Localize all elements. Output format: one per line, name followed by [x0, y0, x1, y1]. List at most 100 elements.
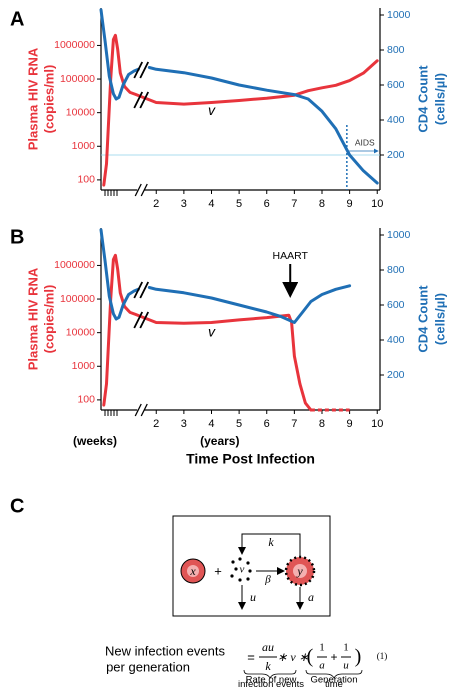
x-tick-label: 10: [371, 198, 383, 210]
y-tick-label: 10000: [66, 106, 95, 118]
y2-tick-label: 400: [387, 114, 405, 126]
denominator: k: [265, 659, 271, 673]
x-tick-label: 6: [264, 418, 270, 430]
y2-tick-label: 1000: [387, 229, 411, 241]
equation-lhs: New infection events: [105, 643, 225, 658]
curve-break: [139, 61, 150, 79]
x-tick-label: 4: [208, 418, 214, 430]
feedback-arrow: [238, 533, 301, 556]
cell-label: x: [189, 564, 196, 578]
data-line: [99, 228, 352, 324]
denominator: a: [319, 660, 325, 672]
cell-core: [293, 564, 307, 578]
virions: [230, 557, 252, 582]
x-tick-label: 8: [319, 418, 325, 430]
brace: [305, 669, 363, 679]
y-axis-title: Plasma HIV RNA: [25, 267, 40, 370]
curve-break: [133, 91, 144, 109]
equation-lhs: per generation: [106, 659, 190, 674]
data-line: [102, 33, 379, 187]
equals: =: [247, 649, 255, 664]
x-tick-label: 3: [181, 198, 187, 210]
x-unit-label: (weeks): [73, 434, 117, 448]
x-tick-label: 9: [347, 198, 353, 210]
rate-label: k: [268, 535, 274, 549]
y-axis-title: Plasma HIV RNA: [25, 47, 40, 150]
y2-tick-label: 800: [387, 264, 405, 276]
cell-label: y: [296, 564, 303, 578]
y2-tick-label: 600: [387, 299, 405, 311]
x-tick-label: 2: [153, 418, 159, 430]
curve-label: v: [208, 323, 216, 339]
y2-axis-title: (cells/µl): [432, 293, 447, 345]
x-tick-label: 5: [236, 198, 242, 210]
brace: [243, 669, 297, 679]
curve-label: v: [208, 102, 216, 118]
y-tick-label: 1000000: [54, 259, 95, 271]
x-tick-label: 3: [181, 418, 187, 430]
plus: +: [214, 563, 222, 578]
brace-note: infection events: [238, 679, 304, 689]
y-tick-label: 100000: [60, 293, 95, 305]
plus: +: [330, 650, 337, 664]
numerator: 1: [343, 642, 349, 654]
y-tick-label: 1000: [72, 140, 96, 152]
rate-label: β: [264, 574, 271, 586]
brace-note: Rate of new: [246, 675, 297, 686]
x-axis-title: Time Post Infection: [186, 451, 315, 467]
rate-label: a: [308, 590, 314, 604]
axis-break: [134, 403, 142, 417]
rate-label: u: [250, 590, 256, 604]
axis-break-gap: [137, 404, 145, 416]
y2-tick-label: 600: [387, 79, 405, 91]
event-label: AIDS: [355, 137, 375, 147]
curve-break: [139, 311, 150, 329]
y-tick-label: 1000: [72, 360, 96, 372]
x-tick-label: 5: [236, 418, 242, 430]
y-tick-label: 100: [77, 394, 95, 406]
panel-label: A: [10, 8, 24, 30]
curve-break: [133, 281, 144, 299]
diagram-box: [172, 515, 331, 617]
y2-tick-label: 200: [387, 369, 405, 381]
y-tick-label: 10000: [66, 326, 95, 338]
curve-break: [139, 91, 150, 109]
paren: (: [307, 646, 314, 668]
equation-middle: ∗ v ∗: [277, 650, 308, 664]
y2-tick-label: 1000: [387, 9, 411, 21]
y-axis-title: (copies/ml): [41, 285, 56, 354]
axis-break: [140, 403, 148, 417]
curve-break: [133, 311, 144, 329]
y2-tick-label: 400: [387, 334, 405, 346]
paren: ): [355, 646, 362, 668]
x-tick-label: 7: [291, 198, 297, 210]
x-tick-label: 9: [347, 418, 353, 430]
y2-tick-label: 200: [387, 149, 405, 161]
event-label: HAART: [273, 250, 309, 262]
denominator: u: [343, 660, 349, 672]
numerator: 1: [319, 642, 325, 654]
y2-axis-title: (cells/µl): [432, 73, 447, 125]
numerator: au: [262, 640, 274, 654]
x-tick-label: 8: [319, 198, 325, 210]
brace-note: Generation: [310, 675, 357, 686]
axis-break: [140, 183, 148, 197]
y2-tick-label: 800: [387, 44, 405, 56]
cell-core: [187, 565, 199, 577]
curve-break: [133, 61, 144, 79]
data-line: [99, 8, 379, 185]
brace-note: time: [325, 679, 343, 689]
y-tick-label: 100000: [60, 73, 95, 85]
curve-break: [139, 281, 150, 299]
axis-break-gap: [137, 184, 145, 196]
x-tick-label: 4: [208, 198, 214, 210]
x-tick-label: 7: [291, 418, 297, 430]
x-tick-label: 2: [153, 198, 159, 210]
x-tick-label: 10: [371, 418, 383, 430]
panel-label: B: [10, 226, 24, 248]
axis-break: [134, 183, 142, 197]
equation-number: (1): [377, 651, 388, 661]
y-tick-label: 100: [77, 174, 95, 186]
